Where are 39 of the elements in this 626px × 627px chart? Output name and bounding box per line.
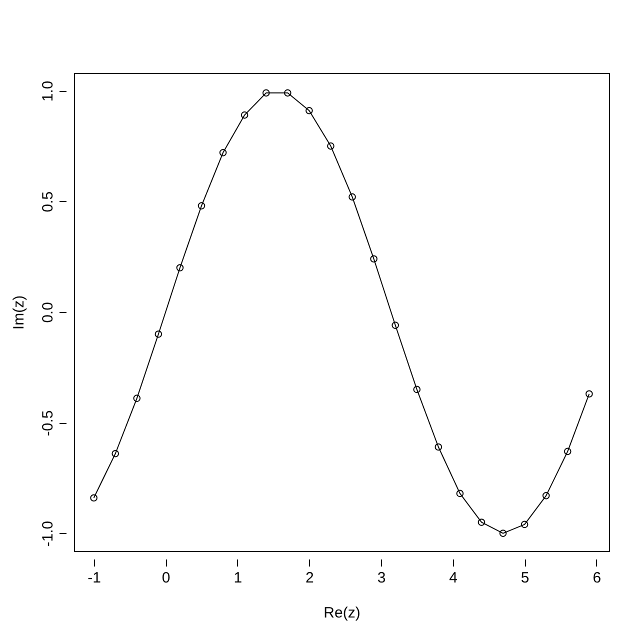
y-tick-label: -1.0 <box>40 520 56 547</box>
point <box>176 264 184 272</box>
x-tick-label: 4 <box>449 570 458 586</box>
x-tick-label: 6 <box>592 570 602 586</box>
y-tick-label: 0.5 <box>40 191 56 212</box>
point <box>499 530 507 537</box>
point <box>90 494 98 502</box>
point <box>392 322 400 329</box>
point <box>542 492 550 500</box>
point <box>154 330 162 338</box>
point <box>478 518 486 526</box>
point <box>370 255 378 263</box>
point <box>434 443 442 451</box>
point <box>240 111 248 119</box>
point <box>133 394 141 402</box>
point <box>262 89 270 97</box>
x-tick-label: 1 <box>234 570 242 586</box>
point <box>413 386 421 394</box>
x-tick-label: 0 <box>162 570 170 586</box>
point <box>219 149 227 156</box>
x-tick-label: 2 <box>306 570 314 586</box>
y-axis-title: Im(z) <box>10 295 28 330</box>
y-tick-label: 0.0 <box>40 302 56 323</box>
x-axis-title: Re(z) <box>324 604 360 622</box>
x-tick-label: -1 <box>88 570 101 586</box>
y-tick-label: -0.5 <box>40 410 56 436</box>
point <box>586 390 593 398</box>
x-tick-label: 5 <box>520 570 530 586</box>
point <box>306 106 313 114</box>
point <box>198 202 206 210</box>
point <box>284 89 292 97</box>
x-tick-label: 3 <box>377 570 386 586</box>
point <box>348 193 356 201</box>
point <box>456 490 464 498</box>
point <box>112 450 120 458</box>
y-tick-label: 1.0 <box>40 80 56 102</box>
point <box>564 448 572 456</box>
point <box>520 520 528 528</box>
point <box>327 142 334 150</box>
